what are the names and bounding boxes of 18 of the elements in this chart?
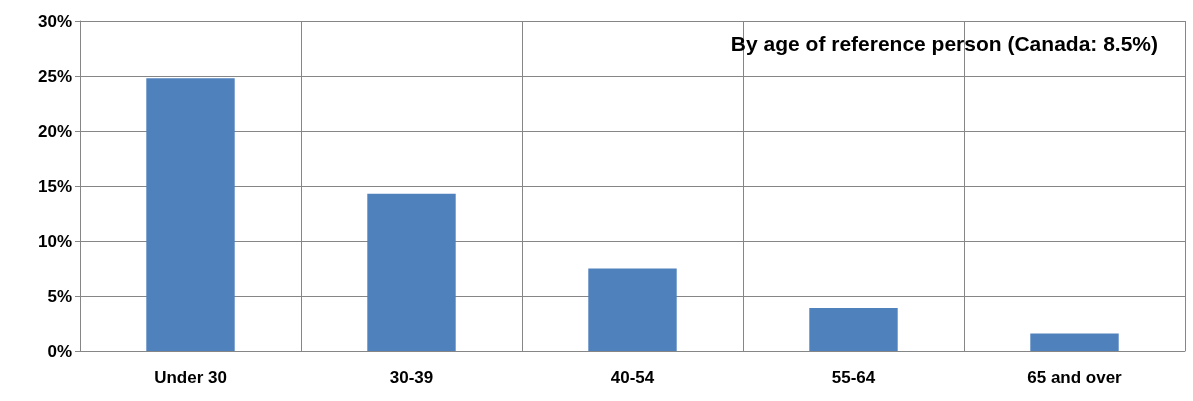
bar: [367, 193, 456, 351]
text: By age of reference person (Canada: 8.5%): [730, 32, 1158, 55]
bar: [146, 78, 235, 351]
x-tick-label: 65 and over: [1027, 368, 1123, 387]
y-tick-label: 5%: [47, 286, 72, 306]
y-tick-label: 15%: [37, 176, 72, 196]
x-tick-label: 55-64: [831, 368, 876, 387]
y-tick-label: 30%: [37, 11, 72, 31]
x-tick-label: 40-54: [610, 368, 655, 387]
y-tick-label: 25%: [37, 66, 72, 86]
bar: [809, 308, 898, 351]
x-tick-label: Under 30: [154, 368, 227, 387]
x-tick-label: 30-39: [389, 368, 434, 387]
y-tick-label: 10%: [37, 231, 72, 251]
y-tick-label: 0%: [47, 341, 72, 361]
bar: [1030, 333, 1119, 351]
bar: [588, 268, 677, 351]
y-tick-label: 20%: [37, 121, 72, 141]
